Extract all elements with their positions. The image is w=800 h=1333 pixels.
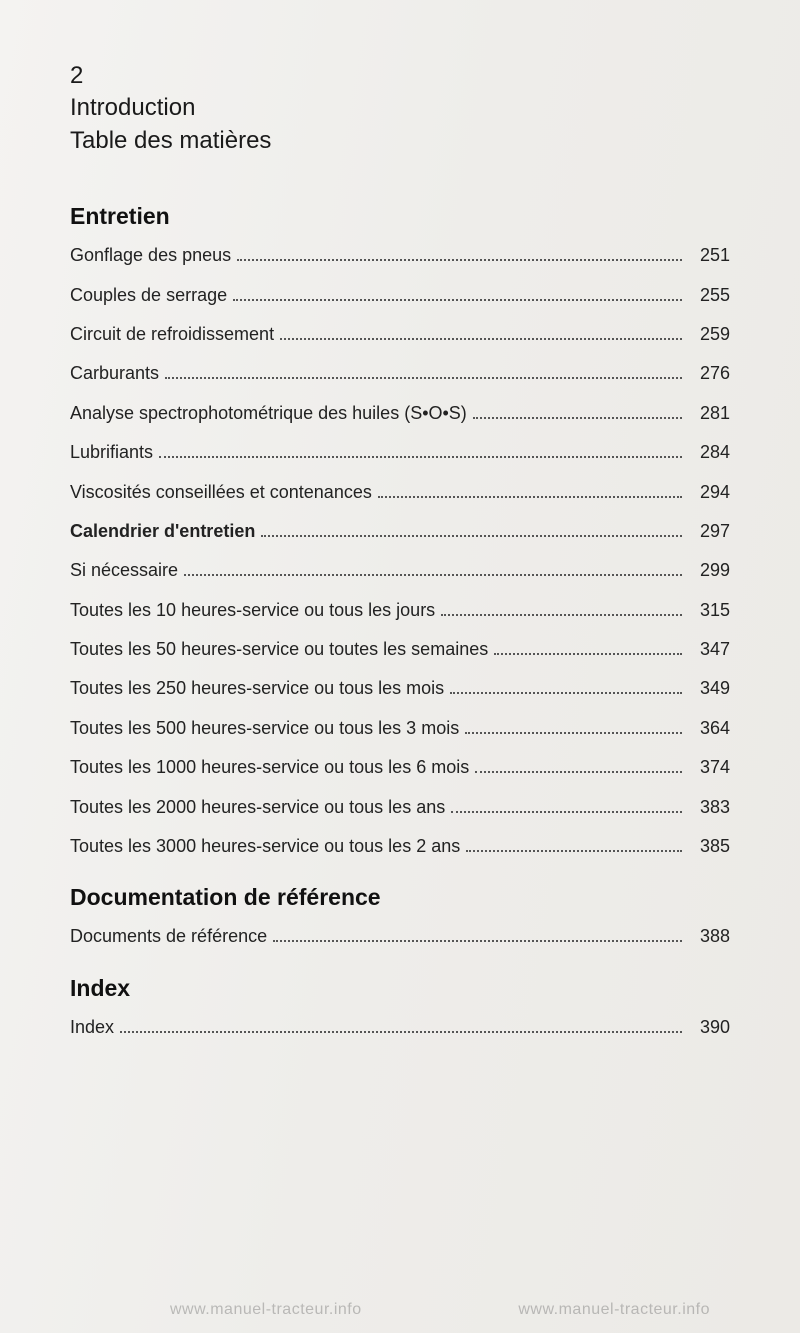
section-title: Documentation de référence <box>70 884 730 911</box>
page-number: 2 <box>70 60 730 92</box>
toc-entry-label: Circuit de refroidissement <box>70 323 274 346</box>
toc-entry: Gonflage des pneus 251 <box>70 244 730 267</box>
toc-entry-page: 251 <box>688 244 730 267</box>
toc-entry-label: Toutes les 50 heures-service ou toutes l… <box>70 638 488 661</box>
toc-container: Entretien Gonflage des pneus 251 Couples de… <box>70 203 730 1039</box>
toc-entry-page: 388 <box>688 925 730 948</box>
document-page: 2 Introduction Table des matières Entret… <box>0 0 800 1333</box>
toc-entry: Toutes les 2000 heures-service ou tous l… <box>70 796 730 819</box>
toc-entry-page: 385 <box>688 835 730 858</box>
toc-entry: Circuit de refroidissement 259 <box>70 323 730 346</box>
toc-entry: Calendrier d'entretien 297 <box>70 520 730 543</box>
toc-entry-label: Toutes les 250 heures-service ou tous le… <box>70 677 444 700</box>
toc-entry: Analyse spectrophotométrique des huiles … <box>70 402 730 425</box>
toc-entry: Viscosités conseillées et contenances 294 <box>70 481 730 504</box>
toc-leader-dots <box>280 338 682 340</box>
toc-leader-dots <box>184 574 682 576</box>
toc-entry: Si nécessaire 299 <box>70 559 730 582</box>
toc-entry-label: Lubrifiants <box>70 441 153 464</box>
toc-entry: Carburants 276 <box>70 362 730 385</box>
toc-entry-page: 259 <box>688 323 730 346</box>
toc-leader-dots <box>378 496 682 498</box>
toc-entry-page: 374 <box>688 756 730 779</box>
toc-entry-page: 281 <box>688 402 730 425</box>
page-header: 2 Introduction Table des matières <box>70 60 730 157</box>
toc-leader-dots <box>473 417 682 419</box>
toc-entry-label: Toutes les 1000 heures-service ou tous l… <box>70 756 469 779</box>
toc-entry-label: Analyse spectrophotométrique des huiles … <box>70 402 467 425</box>
toc-leader-dots <box>237 259 682 261</box>
toc-entry-page: 284 <box>688 441 730 464</box>
toc-entry-page: 315 <box>688 599 730 622</box>
toc-entry-page: 297 <box>688 520 730 543</box>
toc-entry: Toutes les 50 heures-service ou toutes l… <box>70 638 730 661</box>
toc-entry-label: Couples de serrage <box>70 284 227 307</box>
toc-entry-label: Index <box>70 1016 114 1039</box>
toc-entry-page: 349 <box>688 677 730 700</box>
toc-entry: Toutes les 1000 heures-service ou tous l… <box>70 756 730 779</box>
toc-entry-page: 299 <box>688 559 730 582</box>
toc-entry: Documents de référence 388 <box>70 925 730 948</box>
toc-entry: Toutes les 3000 heures-service ou tous l… <box>70 835 730 858</box>
toc-leader-dots <box>441 614 682 616</box>
toc-entry: Toutes les 10 heures-service ou tous les… <box>70 599 730 622</box>
toc-entry-label: Documents de référence <box>70 925 267 948</box>
toc-leader-dots <box>261 535 682 537</box>
toc-entry-page: 294 <box>688 481 730 504</box>
toc-entry-label: Gonflage des pneus <box>70 244 231 267</box>
toc-entry: Index 390 <box>70 1016 730 1039</box>
toc-entry-label: Viscosités conseillées et contenances <box>70 481 372 504</box>
toc-leader-dots <box>475 771 682 773</box>
section-title: Index <box>70 975 730 1002</box>
toc-entry: Lubrifiants 284 <box>70 441 730 464</box>
toc-entry-label: Si nécessaire <box>70 559 178 582</box>
header-line-toc: Table des matières <box>70 125 730 157</box>
toc-entry-page: 255 <box>688 284 730 307</box>
toc-entry-label: Calendrier d'entretien <box>70 520 255 543</box>
watermark-right: www.manuel-tracteur.info <box>518 1301 710 1319</box>
toc-entry-page: 347 <box>688 638 730 661</box>
toc-leader-dots <box>233 299 682 301</box>
toc-entry-label: Toutes les 3000 heures-service ou tous l… <box>70 835 460 858</box>
toc-leader-dots <box>466 850 682 852</box>
toc-entry: Toutes les 250 heures-service ou tous le… <box>70 677 730 700</box>
toc-leader-dots <box>165 377 682 379</box>
toc-leader-dots <box>494 653 682 655</box>
toc-leader-dots <box>450 692 682 694</box>
toc-entry-page: 276 <box>688 362 730 385</box>
toc-entry-label: Toutes les 2000 heures-service ou tous l… <box>70 796 445 819</box>
header-line-introduction: Introduction <box>70 92 730 124</box>
toc-leader-dots <box>273 940 682 942</box>
watermark-left: www.manuel-tracteur.info <box>170 1301 362 1319</box>
toc-entry-page: 390 <box>688 1016 730 1039</box>
toc-entry-label: Toutes les 500 heures-service ou tous le… <box>70 717 459 740</box>
toc-entry-page: 364 <box>688 717 730 740</box>
toc-entry-label: Carburants <box>70 362 159 385</box>
toc-leader-dots <box>451 811 682 813</box>
toc-entry-page: 383 <box>688 796 730 819</box>
toc-entry: Couples de serrage 255 <box>70 284 730 307</box>
toc-leader-dots <box>465 732 682 734</box>
section-title: Entretien <box>70 203 730 230</box>
toc-leader-dots <box>159 456 682 458</box>
toc-entry: Toutes les 500 heures-service ou tous le… <box>70 717 730 740</box>
toc-leader-dots <box>120 1031 682 1033</box>
toc-entry-label: Toutes les 10 heures-service ou tous les… <box>70 599 435 622</box>
